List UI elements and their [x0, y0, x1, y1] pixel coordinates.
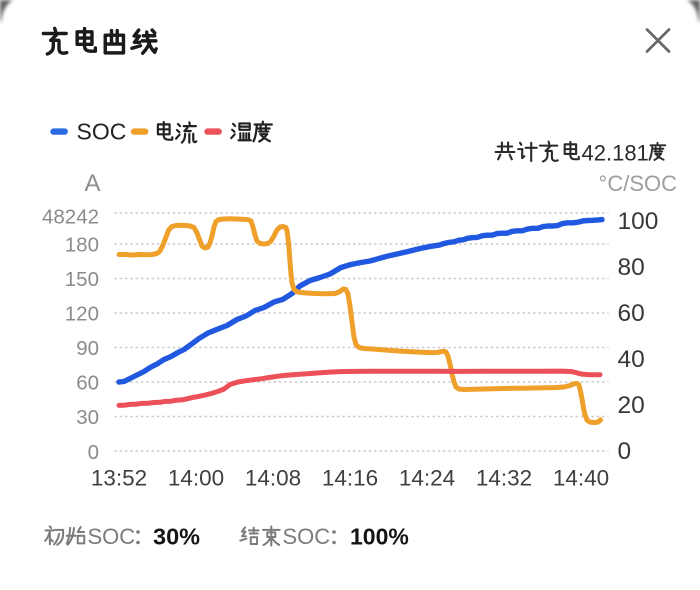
svg-text:14:24: 14:24	[399, 466, 455, 491]
svg-text:30: 30	[76, 406, 99, 429]
svg-text:A: A	[84, 170, 100, 197]
svg-text:0: 0	[618, 438, 632, 465]
svg-text:14:08: 14:08	[245, 466, 301, 491]
svg-text:20: 20	[618, 392, 645, 419]
svg-text:42.181: 42.181	[582, 141, 649, 166]
svg-text:13:52: 13:52	[91, 466, 147, 491]
svg-text:120: 120	[65, 303, 99, 326]
svg-text:0: 0	[88, 441, 99, 464]
svg-text:14:00: 14:00	[168, 466, 224, 491]
svg-text:90: 90	[76, 337, 99, 360]
svg-text:80: 80	[618, 254, 645, 281]
svg-text:60: 60	[618, 300, 645, 327]
svg-text:14:32: 14:32	[476, 466, 532, 491]
svg-text:SOC: SOC	[77, 119, 127, 145]
svg-text:14:16: 14:16	[322, 466, 378, 491]
svg-text:48242: 48242	[42, 206, 99, 229]
svg-text:14:40: 14:40	[553, 466, 609, 491]
svg-text:100: 100	[618, 208, 659, 235]
svg-text:°C/SOC: °C/SOC	[599, 171, 678, 196]
svg-text:SOC: SOC	[283, 524, 331, 549]
svg-text:SOC: SOC	[88, 524, 136, 549]
svg-text:60: 60	[76, 372, 99, 395]
svg-text:40: 40	[618, 346, 645, 373]
svg-text:180: 180	[65, 234, 99, 257]
svg-text:150: 150	[65, 268, 99, 291]
svg-text:100%: 100%	[350, 524, 409, 550]
svg-text:30%: 30%	[153, 524, 200, 550]
